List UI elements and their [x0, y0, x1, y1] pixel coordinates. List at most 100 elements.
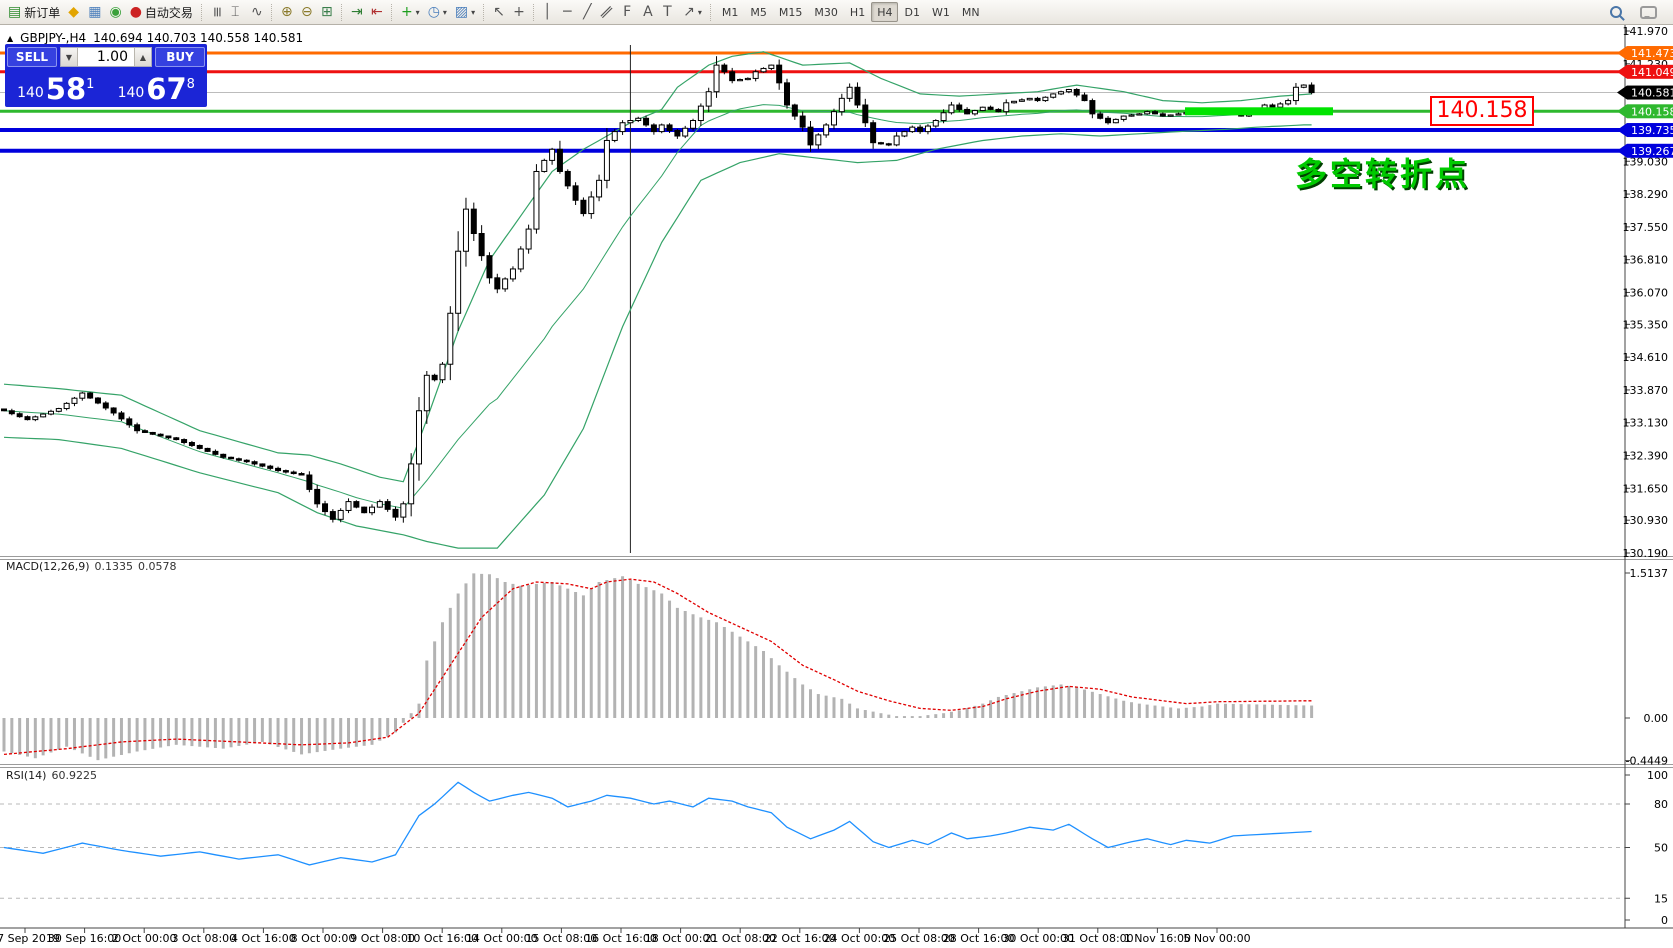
chart-symbol-label: GBPJPY-,H4 — [20, 31, 87, 45]
panel-separator[interactable] — [0, 559, 1673, 560]
chevron-down-icon[interactable]: ▾ — [471, 7, 476, 17]
text-button[interactable]: A — [639, 2, 659, 22]
crosshair-button[interactable]: + — [509, 2, 529, 22]
bollinger-upper-band — [3, 51, 1312, 483]
candle — [1089, 100, 1096, 115]
zoom-in-button[interactable]: ⊕ — [277, 2, 297, 22]
candle — [16, 413, 23, 418]
cursor-arrow-icon: ↖ — [493, 4, 505, 20]
auto-scroll-button[interactable]: ⇥ — [347, 2, 367, 22]
candle — [1073, 88, 1080, 96]
candle — [1285, 100, 1292, 105]
new-order-button-label: 新订单 — [24, 5, 61, 20]
svg-text:100: 100 — [1647, 769, 1668, 782]
candle — [917, 126, 924, 133]
text-label-button[interactable]: T — [659, 2, 679, 22]
candle — [1026, 97, 1033, 101]
search-button[interactable] — [1606, 2, 1626, 22]
toolbar-separator — [270, 3, 273, 21]
candle — [1058, 91, 1065, 95]
candle — [854, 86, 861, 106]
cursor-button[interactable]: ↖ — [489, 2, 509, 22]
buy-price-display[interactable]: 140 67 8 — [108, 70, 206, 105]
templates-button[interactable]: ▨ ▾ — [451, 2, 479, 22]
candle — [282, 470, 289, 473]
candle — [353, 501, 360, 508]
arrows-button[interactable]: ↗ ▾ — [679, 2, 706, 22]
highlight-trend-segment[interactable] — [1185, 107, 1333, 116]
sell-button[interactable]: SELL — [7, 47, 57, 67]
candlestick-chart-button[interactable]: ⌶ — [227, 2, 247, 22]
candle — [32, 416, 39, 421]
sell-price-display[interactable]: 140 58 1 — [7, 70, 105, 105]
turning-point-annotation[interactable]: 多空转折点 — [1295, 155, 1471, 193]
candle — [40, 413, 47, 418]
price-axis[interactable]: 141.970141.230139.030138.290137.550136.8… — [1623, 25, 1669, 927]
volume-input[interactable]: 1.00 — [96, 49, 128, 65]
timeframe-m15-button[interactable]: M15 — [773, 2, 809, 22]
candle — [635, 117, 642, 122]
toolbar-group: ⊕ ⊖ ⊞ — [277, 0, 337, 24]
svg-text:10 Oct 16:00: 10 Oct 16:00 — [406, 932, 478, 945]
panel-separator[interactable] — [0, 556, 1673, 557]
timeframe-m1-button[interactable]: M1 — [716, 2, 745, 22]
price-level-box[interactable]: 140.158 — [1430, 96, 1534, 126]
new-chart-button[interactable]: ▦ — [84, 2, 105, 22]
periods-button[interactable]: ◷ ▾ — [424, 2, 451, 22]
toolbar-separator — [390, 3, 393, 21]
trendline-button[interactable]: ╱ — [579, 2, 599, 22]
horizontal-line-button[interactable]: ─ — [559, 2, 579, 22]
indicators-button[interactable]: + ▾ — [397, 2, 424, 22]
volume-decrease-button[interactable]: ▼ — [61, 48, 78, 66]
timeframe-h4-button[interactable]: H4 — [871, 2, 899, 22]
panel-separator[interactable] — [0, 767, 1673, 768]
signals-button[interactable]: ◉ — [105, 2, 125, 22]
candle — [47, 410, 54, 415]
timeframe-d1-button[interactable]: D1 — [898, 2, 925, 22]
candle — [196, 444, 203, 449]
toolbar-separator — [533, 3, 535, 21]
autotrade-icon: ● — [129, 4, 142, 20]
timeframe-m5-button[interactable]: M5 — [744, 2, 773, 22]
vertical-line-button[interactable]: │ — [539, 2, 559, 22]
axis-label-139.267: 139.267 — [1617, 143, 1673, 158]
candle — [1097, 113, 1104, 119]
svg-text:80: 80 — [1654, 798, 1668, 811]
axis-label-141.049: 141.049 — [1617, 64, 1673, 79]
zoom-out-button[interactable]: ⊖ — [297, 2, 317, 22]
buy-button[interactable]: BUY — [155, 47, 205, 67]
volume-increase-button[interactable]: ▲ — [134, 48, 151, 66]
line-chart-button[interactable]: ∿ — [247, 2, 267, 22]
candle — [102, 402, 109, 409]
candle — [235, 458, 242, 461]
panel-separator[interactable] — [0, 764, 1673, 765]
chart-shift-button[interactable]: ⇤ — [367, 2, 387, 22]
svg-text:5 Nov 00:00: 5 Nov 00:00 — [1183, 932, 1250, 945]
new-order-button[interactable]: ▤ 新订单 — [4, 2, 64, 22]
autotrade-button[interactable]: ● 自动交易 — [126, 2, 197, 22]
candle — [1034, 97, 1041, 102]
chevron-down-icon[interactable]: ▾ — [697, 7, 702, 17]
candle — [564, 170, 571, 187]
gold-button[interactable]: ◆ — [64, 2, 84, 22]
tile-windows-button[interactable]: ⊞ — [317, 2, 337, 22]
candle — [791, 104, 798, 117]
timeframe-mn-button[interactable]: MN — [956, 2, 986, 22]
fibonacci-button[interactable]: F — [619, 2, 639, 22]
chevron-down-icon[interactable]: ▾ — [442, 7, 447, 17]
candle — [408, 463, 415, 505]
candle — [369, 506, 376, 514]
chat-button[interactable] — [1636, 2, 1661, 22]
collapse-chart-icon[interactable]: ▲ — [7, 33, 14, 43]
candle — [784, 82, 790, 106]
timeframe-m30-button[interactable]: M30 — [808, 2, 844, 22]
timeframe-h1-button[interactable]: H1 — [844, 2, 871, 22]
candle — [924, 125, 931, 133]
timeframe-w1-button[interactable]: W1 — [926, 2, 956, 22]
chevron-down-icon[interactable]: ▾ — [415, 7, 420, 17]
chat-bubble-icon — [1640, 5, 1657, 19]
candle — [572, 185, 579, 201]
text-icon: A — [643, 4, 653, 20]
